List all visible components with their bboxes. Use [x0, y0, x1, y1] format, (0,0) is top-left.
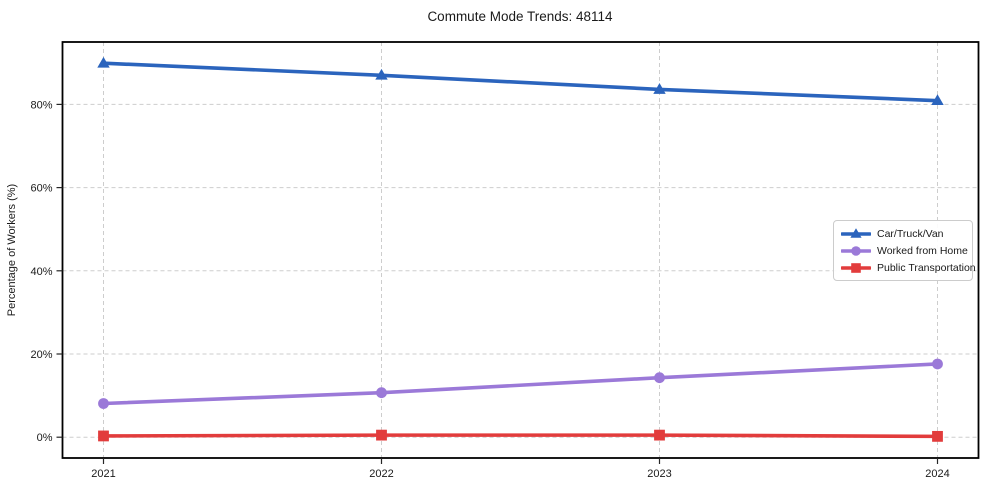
legend-item-car-truck-van: Car/Truck/Van — [841, 227, 964, 240]
x-tick-label: 2022 — [369, 468, 393, 480]
legend-line-circle-icon — [841, 245, 871, 256]
legend-line-triangle-icon — [841, 227, 871, 238]
x-tick-label: 2021 — [91, 468, 115, 480]
y-tick-label: 40% — [30, 266, 52, 278]
axis-ticks — [56, 103, 939, 464]
y-tick-label: 80% — [30, 99, 52, 111]
y-tick-label: 20% — [30, 349, 52, 361]
data-series — [97, 56, 944, 442]
plot-border — [61, 41, 980, 459]
chart-title: Commute Mode Trends: 48114 — [427, 9, 613, 24]
legend: Car/Truck/Van Worked from Home Public Tr… — [833, 220, 976, 281]
legend-label: Worked from Home — [877, 244, 968, 257]
y-tick-label: 0% — [37, 432, 53, 444]
legend-item-worked-from-home: Worked from Home — [841, 244, 968, 257]
axis-tick-labels: 0% 20% 40% 60% 80% 2021 2022 2023 2024 — [30, 99, 949, 480]
y-axis-label: Percentage of Workers (%) — [6, 184, 18, 316]
y-tick-label: 60% — [30, 183, 52, 195]
legend-label: Car/Truck/Van — [877, 227, 944, 240]
legend-item-public-transportation: Public Transportation — [841, 261, 976, 274]
x-tick-label: 2024 — [925, 468, 949, 480]
legend-line-square-icon — [841, 262, 871, 273]
x-tick-label: 2023 — [647, 468, 671, 480]
legend-label: Public Transportation — [877, 261, 976, 274]
